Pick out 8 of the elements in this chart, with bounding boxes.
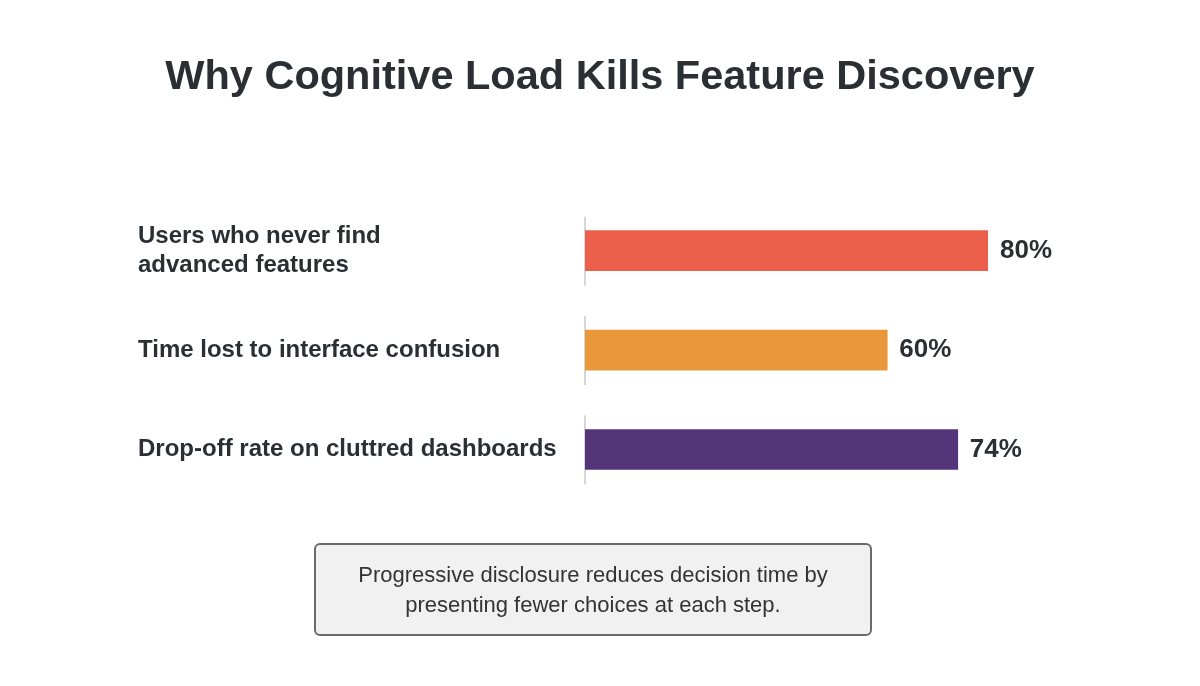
note-box: Progressive disclosure reduces decision time by presenting fewer choices at each step. — [314, 543, 872, 636]
data-label: 60% — [899, 333, 952, 364]
chart-title: Why Cognitive Load Kills Feature Discovery — [165, 51, 1035, 98]
y-tick-label: Users who never find advanced features — [138, 220, 381, 277]
y-tick-label: Drop-off rate on cluttred dashboards — [138, 434, 557, 462]
data-label: 74% — [969, 432, 1022, 463]
data-label: 80% — [1000, 233, 1053, 264]
y-tick-label: Time lost to interface confusion — [138, 334, 501, 362]
